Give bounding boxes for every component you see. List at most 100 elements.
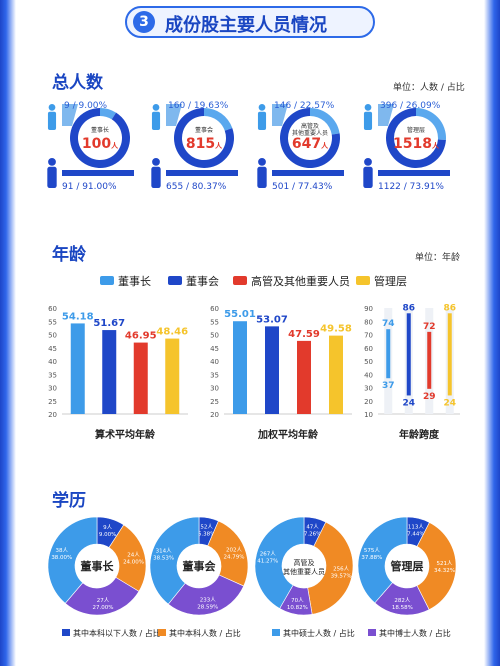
segment-pct-label: 38.00% (51, 555, 72, 561)
segment-pct-label: 9.00% (99, 532, 116, 538)
male-person-icon (151, 158, 161, 188)
y-tick-label: 25 (210, 398, 219, 406)
age-unit: 单位：年龄 (415, 253, 461, 263)
y-tick-label: 20 (48, 411, 57, 419)
y-tick-label: 20 (364, 398, 373, 406)
education-title: 学历 (52, 491, 86, 511)
y-tick-label: 40 (364, 371, 373, 379)
legend-swatch (168, 276, 182, 285)
donut-segment (149, 516, 200, 605)
legend-label: 其中硕士人数 / 占比 (283, 628, 355, 638)
donut-segment (167, 574, 245, 616)
donut-center-label: 管理层 (391, 559, 424, 573)
female-count-label: 160 / 19.63% (168, 101, 229, 111)
age-title: 年龄 (52, 245, 86, 265)
headcount-title: 总人数 (52, 73, 103, 93)
donut-center-label: 其他重要人员 (283, 567, 325, 576)
donut-segment (357, 516, 408, 604)
male-person-icon (47, 158, 57, 188)
segment-pct-label: 37.88% (361, 555, 382, 561)
donut-segment (207, 520, 249, 587)
female-person-icon-head (48, 104, 56, 111)
female-count-label: 146 / 22.57% (274, 101, 335, 111)
y-tick-label: 30 (48, 385, 57, 393)
section-header: 3 成份股主要人员情况 (125, 6, 375, 38)
male-person-icon (257, 158, 267, 188)
range-min-label: 24 (402, 398, 415, 408)
range-max-label: 86 (402, 303, 415, 313)
female-person-icon-head (152, 104, 160, 111)
male-person-icon-body (257, 166, 267, 188)
bar (329, 335, 343, 414)
donut-center-label: 董事长 (81, 559, 115, 573)
chart-title: 年龄跨度 (399, 428, 440, 441)
legend-label: 高管及其他重要人员 (251, 274, 350, 288)
segment-pct-label: 10.82% (287, 605, 308, 611)
total-count: 815人 (186, 136, 223, 152)
male-count-label: 501 / 77.43% (272, 182, 333, 192)
segment-pct-label: 38.53% (153, 556, 174, 562)
chart-title: 加权平均年龄 (257, 428, 319, 441)
female-ring-segment (416, 108, 446, 141)
y-tick-label: 55 (210, 318, 219, 326)
y-tick-label: 40 (210, 358, 219, 366)
female-count-label: 9 / 9.00% (64, 101, 108, 111)
male-person-icon-head (364, 158, 372, 166)
group-name: 高管及 (301, 122, 319, 130)
range-bar (406, 313, 411, 396)
segment-pct-label: 24.79% (223, 554, 244, 560)
y-tick-label: 30 (210, 385, 219, 393)
range-bar (386, 329, 391, 379)
legend-label: 管理层 (374, 274, 407, 288)
legend-label: 其中本科人数 / 占比 (169, 628, 241, 638)
donut-segment (307, 521, 354, 615)
group-name: 董事长 (91, 126, 109, 134)
segment-count-label: 24人 (127, 552, 140, 559)
bar (102, 330, 117, 414)
section-number-badge: 3 (133, 11, 155, 33)
segment-count-label: 70人 (291, 597, 304, 604)
male-bar (166, 170, 238, 176)
male-count-label: 91 / 91.00% (62, 182, 117, 192)
range-bar (427, 331, 432, 389)
male-person-icon-head (152, 158, 160, 166)
bar (265, 326, 279, 414)
legend-swatch (233, 276, 247, 285)
legend-label: 其中本科以下人数 / 占比 (73, 628, 161, 638)
y-tick-label: 35 (48, 371, 57, 379)
segment-count-label: 113人 (408, 524, 424, 531)
chart-title: 算术平均年龄 (94, 428, 156, 441)
headcount-unit: 单位：人数 / 占比 (393, 83, 465, 93)
male-person-icon-head (48, 158, 56, 166)
range-min-label: 29 (423, 392, 436, 402)
y-tick-label: 20 (210, 411, 219, 419)
donut-center-label: 董事会 (183, 559, 217, 573)
female-bar (378, 104, 394, 126)
y-tick-label: 50 (48, 332, 57, 340)
total-count: 1518人 (393, 136, 440, 152)
female-ring-segment (204, 108, 233, 131)
segment-count-label: 267人 (260, 550, 276, 557)
y-tick-label: 10 (364, 411, 373, 419)
segment-pct-label: 18.58% (392, 605, 413, 611)
y-tick-label: 70 (364, 332, 373, 340)
group-name: 董事会 (195, 126, 213, 134)
segment-count-label: 52人 (200, 523, 213, 530)
donut-segment (47, 516, 98, 604)
segment-count-label: 314人 (156, 548, 172, 555)
segment-count-label: 27人 (97, 597, 110, 604)
segment-count-label: 233人 (200, 596, 216, 603)
male-bar (272, 170, 344, 176)
female-bar (166, 104, 182, 126)
female-person-icon (151, 104, 161, 130)
donut-segment (64, 576, 140, 616)
y-tick-label: 45 (210, 345, 219, 353)
segment-pct-label: 7.26% (304, 531, 321, 537)
segment-count-label: 47人 (306, 523, 319, 530)
y-tick-label: 35 (210, 371, 219, 379)
range-min-label: 24 (443, 398, 456, 408)
female-bar (62, 104, 78, 126)
bar-value-label: 48.46 (156, 327, 188, 338)
